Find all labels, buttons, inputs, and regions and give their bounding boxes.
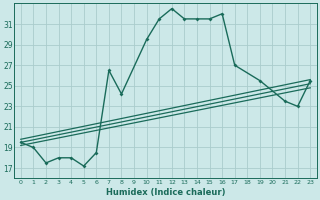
X-axis label: Humidex (Indice chaleur): Humidex (Indice chaleur) bbox=[106, 188, 225, 197]
